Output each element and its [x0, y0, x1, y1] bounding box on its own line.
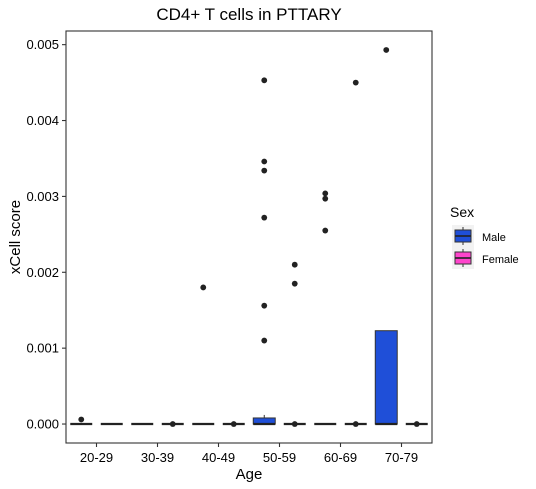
- chart-title: CD4+ T cells in PTTARY: [156, 5, 341, 24]
- male-outlier-point: [78, 416, 85, 423]
- x-tick-label: 70-79: [385, 450, 418, 465]
- male-outlier-point: [322, 195, 329, 202]
- male-outlier-point: [261, 214, 268, 221]
- female-outlier-point: [291, 280, 298, 287]
- female-outlier-point: [230, 421, 237, 427]
- male-outlier-point: [261, 302, 268, 309]
- male-outlier-point: [261, 337, 268, 344]
- y-tick-label: 0.001: [26, 341, 59, 356]
- female-outlier-point: [352, 421, 359, 427]
- male-outlier-point: [261, 77, 268, 84]
- male-box: [374, 330, 398, 425]
- y-tick-label: 0.002: [26, 265, 59, 280]
- female-outlier-point: [352, 79, 359, 86]
- plot-panel: [65, 30, 433, 444]
- x-tick-label: 50-59: [263, 450, 296, 465]
- y-axis: 0.000 0.001 0.002 0.003 0.004 0.005: [26, 37, 66, 432]
- male-outlier-point: [261, 167, 268, 174]
- male-outlier-point: [383, 47, 390, 53]
- x-tick-label: 20-29: [80, 450, 113, 465]
- y-tick-label: 0.004: [26, 113, 59, 128]
- male-outlier-point: [322, 227, 329, 234]
- y-tick-label: 0.000: [26, 417, 59, 432]
- x-tick-label: 40-49: [202, 450, 235, 465]
- female-outlier-point: [413, 421, 420, 427]
- female-outlier-point: [291, 421, 298, 427]
- legend: Sex Male Female: [450, 204, 519, 269]
- y-tick-label: 0.003: [26, 189, 59, 204]
- y-axis-label: xCell score: [7, 200, 24, 274]
- legend-title: Sex: [450, 204, 474, 220]
- female-outlier-point: [291, 261, 298, 268]
- male-outlier-point: [200, 284, 207, 291]
- x-axis: 20-29 30-39 40-49 50-59 60-69 70-79: [80, 443, 418, 465]
- legend-label-male: Male: [482, 232, 506, 244]
- male-outlier-point: [261, 158, 268, 165]
- legend-label-female: Female: [482, 254, 519, 266]
- x-tick-label: 30-39: [141, 450, 174, 465]
- female-outlier-point: [169, 421, 176, 427]
- y-tick-label: 0.005: [26, 37, 59, 52]
- x-tick-label: 60-69: [324, 450, 357, 465]
- boxplot-series: [70, 47, 428, 427]
- male-outlier-point: [322, 190, 329, 197]
- x-axis-label: Age: [236, 466, 263, 483]
